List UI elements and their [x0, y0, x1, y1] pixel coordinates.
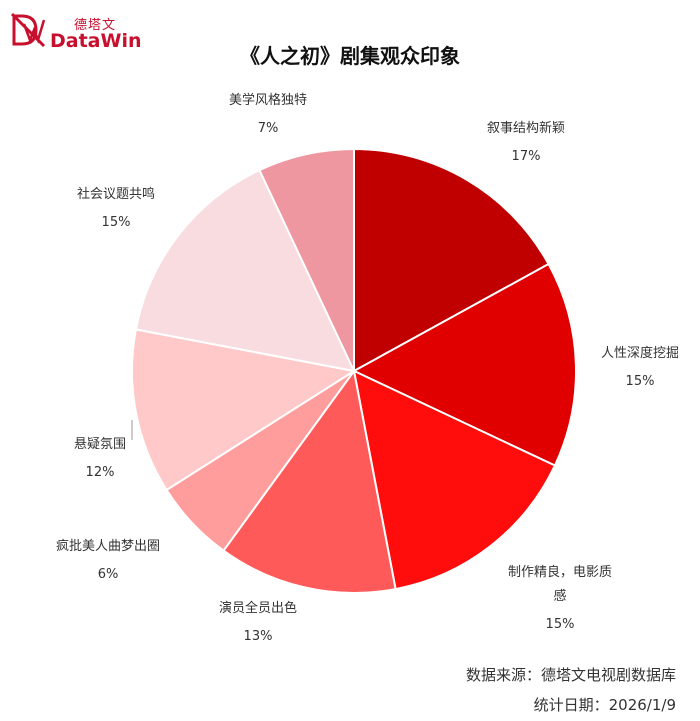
- slice-percent-label: 7%: [258, 121, 279, 136]
- slice-percent-label: 12%: [86, 465, 115, 480]
- slice-percent-label: 15%: [546, 617, 575, 632]
- stat-date: 统计日期：2026/1/9: [533, 696, 676, 714]
- pie-slice: [222, 368, 397, 594]
- slice-label: 叙事结构新颖: [487, 120, 565, 136]
- slice-percent-label: 13%: [244, 629, 273, 644]
- pie-slice: [351, 262, 577, 467]
- slice-percent-label: 15%: [102, 215, 131, 230]
- slice-percent-label: 17%: [512, 149, 541, 164]
- pie-slice: [258, 147, 355, 372]
- slice-label: 感: [553, 588, 566, 604]
- chart-title: 《人之初》剧集观众印象: [240, 44, 460, 68]
- slice-label: 演员全员出色: [219, 600, 297, 616]
- slice-label: 悬疑氛围: [74, 436, 126, 452]
- slice-label: 美学风格独特: [229, 92, 307, 108]
- slice-percent-label: 15%: [626, 374, 655, 389]
- logo-english-text: DataWin: [50, 30, 142, 52]
- datawin-logo-icon: [10, 12, 46, 48]
- pie-slice: [353, 147, 550, 373]
- pie-slice: [352, 369, 557, 591]
- pie-slice: [134, 168, 356, 373]
- slice-label: 制作精良，电影质: [508, 564, 612, 580]
- slice-label: 人性深度挖掘: [601, 345, 679, 361]
- logo: 德塔文 DataWin: [10, 8, 142, 52]
- logo-chinese-text: 德塔文: [74, 18, 117, 33]
- slice-label: 社会议题共鸣: [77, 186, 155, 202]
- data-source: 数据来源：德塔文电视剧数据库: [465, 666, 676, 684]
- slice-percent-label: 6%: [98, 567, 119, 582]
- slice-label: 疯批美人曲梦出圈: [56, 538, 160, 554]
- pie-slice: [131, 328, 357, 492]
